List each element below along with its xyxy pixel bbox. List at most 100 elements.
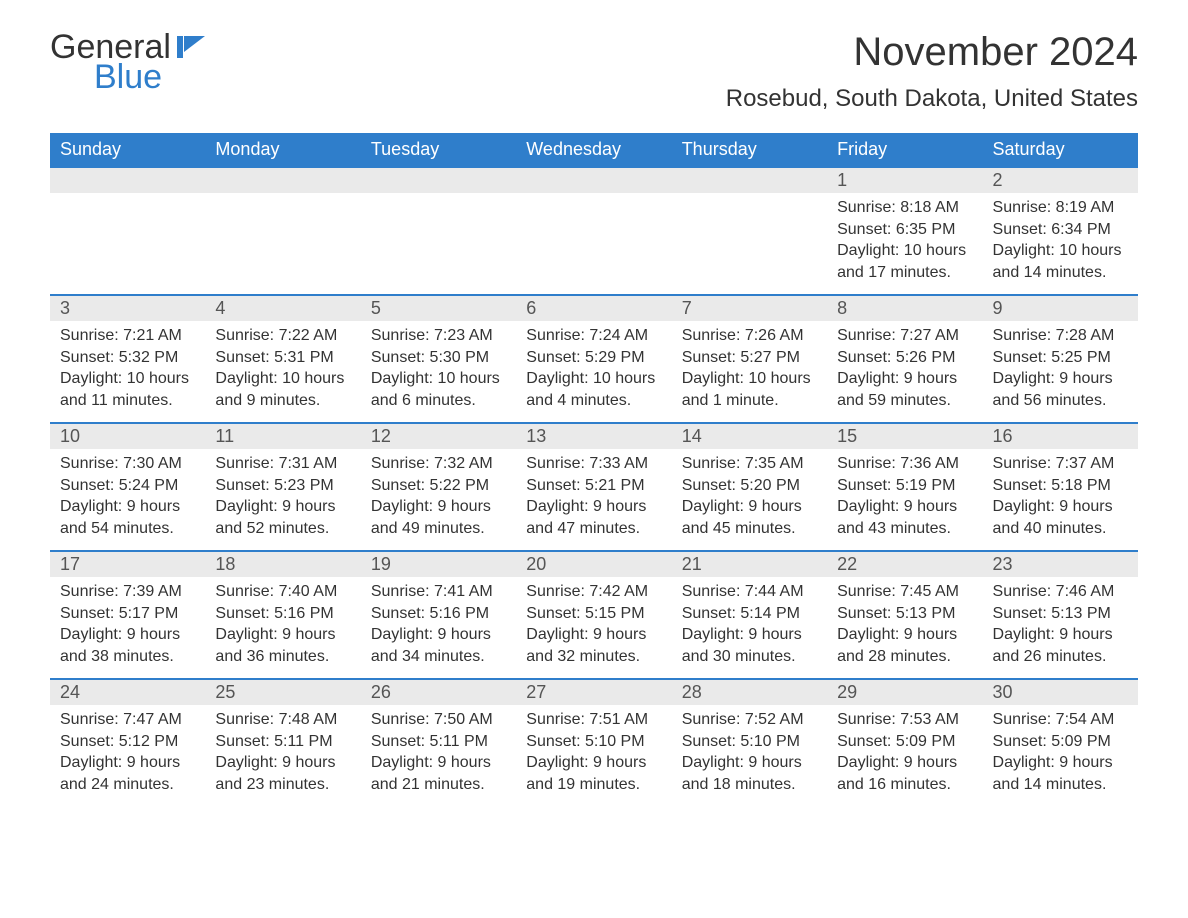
sunrise-text: Sunrise: 7:32 AM [371, 453, 506, 475]
calendar-cell: 7Sunrise: 7:26 AMSunset: 5:27 PMDaylight… [672, 295, 827, 423]
page-title: November 2024 [726, 30, 1138, 75]
day-number: 1 [827, 168, 982, 193]
daylight-text: Daylight: 10 hours and 4 minutes. [526, 368, 661, 411]
calendar-cell: 12Sunrise: 7:32 AMSunset: 5:22 PMDayligh… [361, 423, 516, 551]
calendar-cell [516, 167, 671, 295]
day-number: 7 [672, 296, 827, 321]
day-number: 19 [361, 552, 516, 577]
day-body: Sunrise: 7:41 AMSunset: 5:16 PMDaylight:… [361, 577, 516, 673]
sunset-text: Sunset: 5:30 PM [371, 347, 506, 369]
calendar-cell: 15Sunrise: 7:36 AMSunset: 5:19 PMDayligh… [827, 423, 982, 551]
calendar-cell: 5Sunrise: 7:23 AMSunset: 5:30 PMDaylight… [361, 295, 516, 423]
sunrise-text: Sunrise: 8:18 AM [837, 197, 972, 219]
day-body: Sunrise: 7:40 AMSunset: 5:16 PMDaylight:… [205, 577, 360, 673]
calendar-week: 10Sunrise: 7:30 AMSunset: 5:24 PMDayligh… [50, 423, 1138, 551]
day-header: Saturday [983, 133, 1138, 167]
sunrise-text: Sunrise: 7:42 AM [526, 581, 661, 603]
sunset-text: Sunset: 5:20 PM [682, 475, 817, 497]
sunrise-text: Sunrise: 7:52 AM [682, 709, 817, 731]
calendar-table: Sunday Monday Tuesday Wednesday Thursday… [50, 133, 1138, 807]
sunrise-text: Sunrise: 7:54 AM [993, 709, 1128, 731]
daylight-text: Daylight: 9 hours and 59 minutes. [837, 368, 972, 411]
calendar-cell: 9Sunrise: 7:28 AMSunset: 5:25 PMDaylight… [983, 295, 1138, 423]
sunrise-text: Sunrise: 7:41 AM [371, 581, 506, 603]
day-number: 8 [827, 296, 982, 321]
daylight-text: Daylight: 9 hours and 16 minutes. [837, 752, 972, 795]
sunrise-text: Sunrise: 7:31 AM [215, 453, 350, 475]
day-body: Sunrise: 7:42 AMSunset: 5:15 PMDaylight:… [516, 577, 671, 673]
sunrise-text: Sunrise: 7:37 AM [993, 453, 1128, 475]
day-body: Sunrise: 8:19 AMSunset: 6:34 PMDaylight:… [983, 193, 1138, 289]
calendar-cell: 4Sunrise: 7:22 AMSunset: 5:31 PMDaylight… [205, 295, 360, 423]
sunrise-text: Sunrise: 7:30 AM [60, 453, 195, 475]
day-body: Sunrise: 7:28 AMSunset: 5:25 PMDaylight:… [983, 321, 1138, 417]
day-body: Sunrise: 7:21 AMSunset: 5:32 PMDaylight:… [50, 321, 205, 417]
daylight-text: Daylight: 9 hours and 52 minutes. [215, 496, 350, 539]
calendar-cell: 3Sunrise: 7:21 AMSunset: 5:32 PMDaylight… [50, 295, 205, 423]
day-number [672, 168, 827, 193]
sunset-text: Sunset: 5:11 PM [371, 731, 506, 753]
sunrise-text: Sunrise: 7:51 AM [526, 709, 661, 731]
day-number: 6 [516, 296, 671, 321]
sunrise-text: Sunrise: 7:21 AM [60, 325, 195, 347]
daylight-text: Daylight: 10 hours and 17 minutes. [837, 240, 972, 283]
day-body: Sunrise: 7:23 AMSunset: 5:30 PMDaylight:… [361, 321, 516, 417]
calendar-cell: 18Sunrise: 7:40 AMSunset: 5:16 PMDayligh… [205, 551, 360, 679]
sunset-text: Sunset: 5:12 PM [60, 731, 195, 753]
day-number [361, 168, 516, 193]
sunset-text: Sunset: 5:27 PM [682, 347, 817, 369]
daylight-text: Daylight: 10 hours and 6 minutes. [371, 368, 506, 411]
calendar-week: 24Sunrise: 7:47 AMSunset: 5:12 PMDayligh… [50, 679, 1138, 807]
flag-icon [177, 30, 205, 64]
daylight-text: Daylight: 9 hours and 40 minutes. [993, 496, 1128, 539]
day-number [50, 168, 205, 193]
calendar-week: 3Sunrise: 7:21 AMSunset: 5:32 PMDaylight… [50, 295, 1138, 423]
day-number: 20 [516, 552, 671, 577]
daylight-text: Daylight: 9 hours and 47 minutes. [526, 496, 661, 539]
calendar-cell: 17Sunrise: 7:39 AMSunset: 5:17 PMDayligh… [50, 551, 205, 679]
sunset-text: Sunset: 5:14 PM [682, 603, 817, 625]
sunrise-text: Sunrise: 8:19 AM [993, 197, 1128, 219]
sunrise-text: Sunrise: 7:50 AM [371, 709, 506, 731]
sunset-text: Sunset: 5:29 PM [526, 347, 661, 369]
sunrise-text: Sunrise: 7:23 AM [371, 325, 506, 347]
day-header: Tuesday [361, 133, 516, 167]
day-header: Sunday [50, 133, 205, 167]
day-body: Sunrise: 7:31 AMSunset: 5:23 PMDaylight:… [205, 449, 360, 545]
sunset-text: Sunset: 5:25 PM [993, 347, 1128, 369]
sunset-text: Sunset: 6:35 PM [837, 219, 972, 241]
sunrise-text: Sunrise: 7:47 AM [60, 709, 195, 731]
calendar-cell [50, 167, 205, 295]
calendar-cell: 22Sunrise: 7:45 AMSunset: 5:13 PMDayligh… [827, 551, 982, 679]
sunrise-text: Sunrise: 7:36 AM [837, 453, 972, 475]
day-body: Sunrise: 7:37 AMSunset: 5:18 PMDaylight:… [983, 449, 1138, 545]
day-number: 9 [983, 296, 1138, 321]
sunset-text: Sunset: 5:21 PM [526, 475, 661, 497]
sunset-text: Sunset: 5:10 PM [526, 731, 661, 753]
daylight-text: Daylight: 9 hours and 24 minutes. [60, 752, 195, 795]
daylight-text: Daylight: 9 hours and 23 minutes. [215, 752, 350, 795]
day-number: 18 [205, 552, 360, 577]
sunset-text: Sunset: 5:13 PM [993, 603, 1128, 625]
daylight-text: Daylight: 9 hours and 38 minutes. [60, 624, 195, 667]
sunrise-text: Sunrise: 7:45 AM [837, 581, 972, 603]
day-number: 12 [361, 424, 516, 449]
day-header: Wednesday [516, 133, 671, 167]
location-text: Rosebud, South Dakota, United States [726, 85, 1138, 113]
day-body: Sunrise: 7:51 AMSunset: 5:10 PMDaylight:… [516, 705, 671, 801]
day-body: Sunrise: 7:53 AMSunset: 5:09 PMDaylight:… [827, 705, 982, 801]
day-number: 28 [672, 680, 827, 705]
sunrise-text: Sunrise: 7:35 AM [682, 453, 817, 475]
calendar-cell: 19Sunrise: 7:41 AMSunset: 5:16 PMDayligh… [361, 551, 516, 679]
calendar-cell: 10Sunrise: 7:30 AMSunset: 5:24 PMDayligh… [50, 423, 205, 551]
sunset-text: Sunset: 5:19 PM [837, 475, 972, 497]
day-body: Sunrise: 7:26 AMSunset: 5:27 PMDaylight:… [672, 321, 827, 417]
day-number: 30 [983, 680, 1138, 705]
sunset-text: Sunset: 5:16 PM [371, 603, 506, 625]
daylight-text: Daylight: 9 hours and 32 minutes. [526, 624, 661, 667]
calendar-cell: 14Sunrise: 7:35 AMSunset: 5:20 PMDayligh… [672, 423, 827, 551]
calendar-week: 17Sunrise: 7:39 AMSunset: 5:17 PMDayligh… [50, 551, 1138, 679]
sunset-text: Sunset: 5:10 PM [682, 731, 817, 753]
sunset-text: Sunset: 5:13 PM [837, 603, 972, 625]
sunrise-text: Sunrise: 7:26 AM [682, 325, 817, 347]
